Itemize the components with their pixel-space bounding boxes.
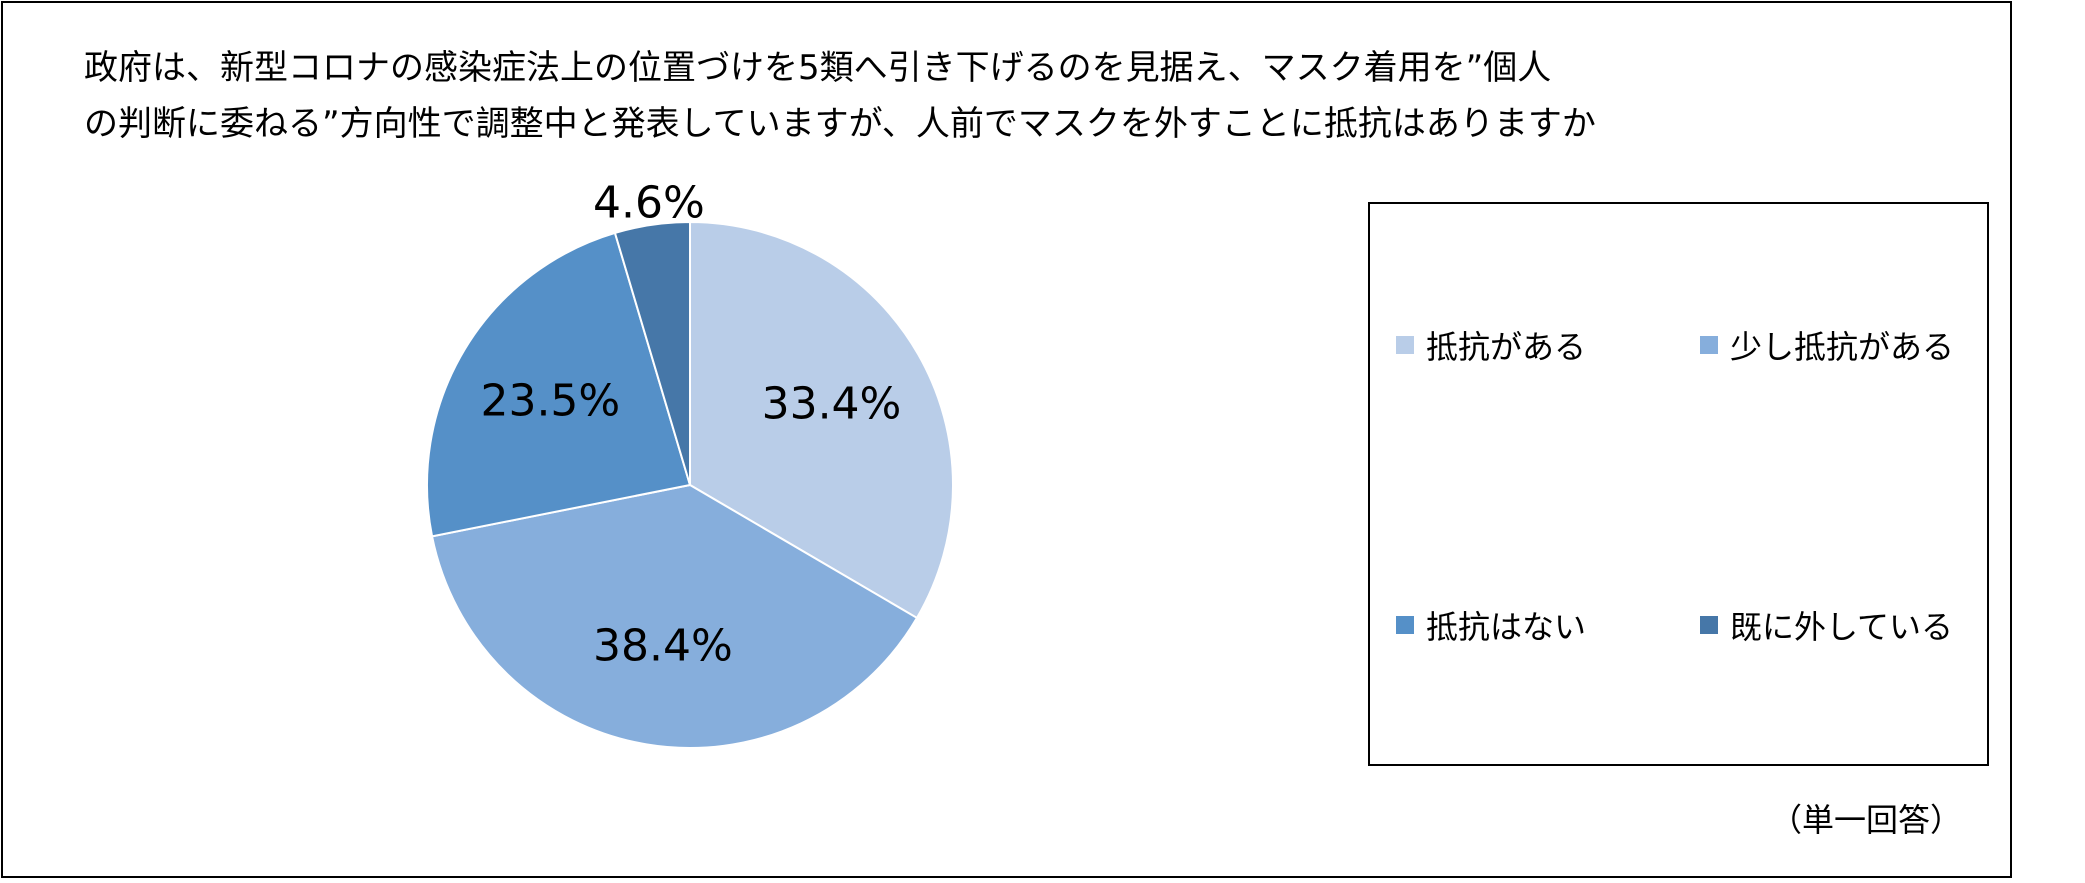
chart-title: 政府は、新型コロナの感染症法上の位置づけを5類へ引き下げるのを見据え、マスク着用…: [84, 40, 1724, 152]
legend-label-0: 抵抗がある: [1426, 328, 1587, 366]
data-label-2: 23.5%: [480, 375, 620, 426]
legend-label-1: 少し抵抗がある: [1730, 328, 1955, 366]
legend: 抵抗がある 少し抵抗がある 抵抗はない 既に外している: [1368, 202, 1989, 766]
pie-slice-3: [613, 220, 691, 486]
data-label-1: 38.4%: [593, 620, 733, 671]
legend-label-2: 抵抗はない: [1426, 608, 1587, 646]
pie-slice-1: [430, 483, 919, 749]
data-label-3: 4.6%: [593, 177, 705, 228]
legend-swatch-3: [1700, 616, 1718, 634]
legend-swatch-2: [1396, 616, 1414, 634]
legend-swatch-0: [1396, 336, 1414, 354]
pie-slices: [426, 220, 954, 749]
legend-item-1: 少し抵抗がある: [1700, 322, 1954, 368]
legend-item-0: 抵抗がある: [1396, 322, 1586, 368]
data-label-0: 33.4%: [762, 378, 902, 429]
pie-slice-0: [689, 220, 954, 620]
legend-label-3: 既に外している: [1730, 608, 1954, 646]
title-line-1: 政府は、新型コロナの感染症法上の位置づけを5類へ引き下げるのを見据え、マスク着用…: [84, 48, 1552, 88]
title-line-2: の判断に委ねる”方向性で調整中と発表していますが、人前でマスクを外すことに抵抗は…: [84, 104, 1596, 144]
answer-type-note: （単一回答）: [1770, 801, 1963, 839]
legend-item-3: 既に外している: [1700, 602, 1953, 648]
legend-item-2: 抵抗はない: [1396, 602, 1586, 648]
pie-slice-2: [426, 231, 692, 538]
pie-labels: 33.4% 38.4% 23.5% 4.6%: [480, 177, 901, 671]
legend-swatch-1: [1700, 336, 1718, 354]
